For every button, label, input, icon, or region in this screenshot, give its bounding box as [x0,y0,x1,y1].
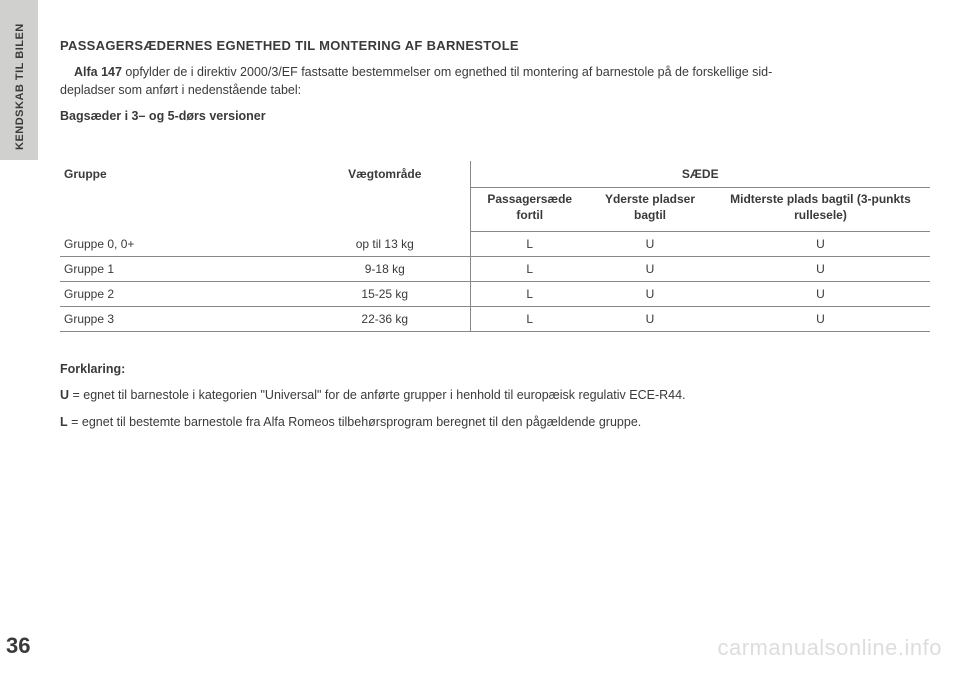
cell-center: U [711,307,930,332]
explain-letter: L [60,415,68,429]
col-header-weight: Vægtområde [300,161,470,232]
explanation-line: L = egnet til bestemte barnestole fra Al… [60,413,930,432]
intro-paragraph: Alfa 147 opfylder de i direktiv 2000/3/E… [60,63,930,99]
model-name: Alfa 147 [74,65,122,79]
page-heading: PASSAGERSÆDERNES EGNETHED TIL MONTERING … [60,38,930,53]
col-header-seat: SÆDE [470,161,930,188]
cell-outer: U [589,307,711,332]
table-row: Gruppe 0, 0+ op til 13 kg L U U [60,232,930,257]
table-row: Gruppe 3 22-36 kg L U U [60,307,930,332]
cell-group: Gruppe 3 [60,307,300,332]
cell-weight: 15-25 kg [300,282,470,307]
explain-text: = egnet til bestemte barnestole fra Alfa… [68,415,642,429]
page-number: 36 [6,633,30,659]
cell-weight: 9-18 kg [300,257,470,282]
explanation-line: U = egnet til barnestole i kategorien "U… [60,386,930,405]
table-row: Gruppe 2 15-25 kg L U U [60,282,930,307]
col-header-front: Passagersæde fortil [470,188,589,232]
cell-front: L [470,232,589,257]
page-content: PASSAGERSÆDERNES EGNETHED TIL MONTERING … [60,38,930,440]
cell-front: L [470,282,589,307]
watermark: carmanualsonline.info [717,635,942,661]
sub-heading: Bagsæder i 3– og 5-dørs versioner [60,109,930,123]
cell-group: Gruppe 1 [60,257,300,282]
cell-center: U [711,257,930,282]
col-header-outer: Yderste pladser bagtil [589,188,711,232]
cell-front: L [470,257,589,282]
cell-outer: U [589,232,711,257]
cell-group: Gruppe 0, 0+ [60,232,300,257]
table-row: Gruppe 1 9-18 kg L U U [60,257,930,282]
cell-outer: U [589,257,711,282]
intro-text-1: opfylder de i direktiv 2000/3/EF fastsat… [122,65,772,79]
cell-center: U [711,282,930,307]
explanation-heading: Forklaring: [60,362,930,376]
col-header-center: Midterste plads bagtil (3-punkts rullese… [711,188,930,232]
explain-letter: U [60,388,69,402]
cell-weight: op til 13 kg [300,232,470,257]
seat-table: Gruppe Vægtområde SÆDE Passagersæde fort… [60,161,930,332]
cell-group: Gruppe 2 [60,282,300,307]
cell-center: U [711,232,930,257]
cell-outer: U [589,282,711,307]
explain-text: = egnet til barnestole i kategorien "Uni… [69,388,686,402]
intro-text-2: depladser som anført i nedenstående tabe… [60,83,301,97]
cell-weight: 22-36 kg [300,307,470,332]
col-header-group: Gruppe [60,161,300,232]
section-label: KENDSKAB TIL BILEN [14,23,26,150]
cell-front: L [470,307,589,332]
